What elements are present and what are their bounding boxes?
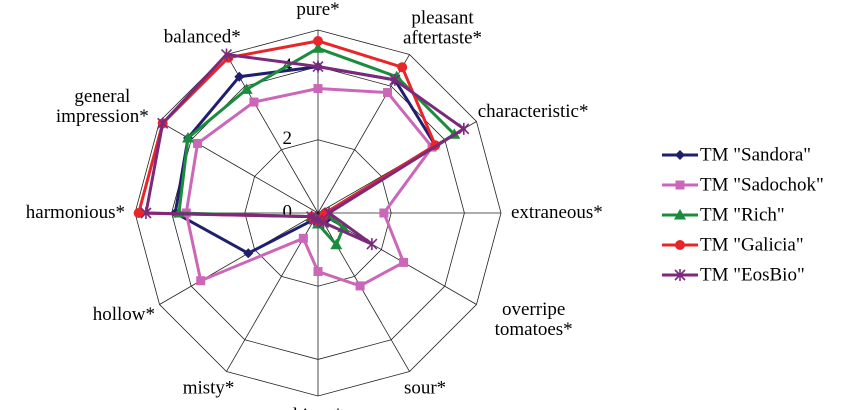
category-label: sour*	[403, 377, 447, 399]
data-point	[240, 83, 253, 94]
category-label: bitter*	[293, 406, 343, 410]
y-tick-label: 0	[283, 201, 293, 222]
category-label: hollow*	[92, 303, 156, 325]
data-point	[675, 180, 685, 190]
data-point	[389, 73, 401, 86]
data-point	[397, 62, 408, 73]
data-point	[379, 208, 389, 218]
data-point	[313, 35, 323, 46]
data-point	[157, 117, 169, 130]
category-label: pure*	[296, 0, 340, 20]
data-point	[399, 257, 409, 267]
axis-spoke	[159, 212, 319, 305]
data-point	[313, 267, 323, 277]
category-label: harmonious*	[25, 202, 125, 223]
data-point	[133, 208, 144, 218]
data-point	[234, 71, 245, 82]
data-point	[330, 238, 343, 250]
legend-label: TM "Sadochok"	[700, 174, 824, 195]
data-point	[366, 238, 378, 251]
data-point	[220, 48, 233, 61]
legend-label: TM "Rich"	[700, 204, 785, 225]
data-point	[674, 209, 686, 220]
y-tick-label: 2	[283, 128, 293, 149]
category-label: characteristic*	[477, 100, 589, 122]
category-label: overripe tomatoes*	[494, 298, 573, 340]
data-point	[458, 122, 470, 135]
series-line	[173, 65, 438, 255]
data-point	[383, 88, 393, 98]
data-point	[323, 207, 335, 219]
data-point	[675, 240, 685, 250]
data-point	[312, 60, 324, 73]
axis-spoke	[226, 54, 319, 214]
legend-label: TM "Galicia"	[700, 234, 804, 255]
category-label: balanced*	[163, 26, 241, 48]
category-label: extraneous*	[511, 202, 603, 223]
data-point	[193, 138, 203, 148]
data-point	[196, 276, 206, 286]
data-point	[243, 248, 254, 259]
data-point	[249, 97, 259, 107]
data-point	[298, 233, 308, 243]
data-point	[312, 42, 324, 53]
data-point	[306, 210, 318, 223]
category-label: misty*	[182, 377, 235, 399]
data-point	[140, 207, 152, 219]
data-point	[313, 84, 323, 94]
series-line	[144, 52, 467, 246]
category-label: general impression*	[55, 85, 149, 127]
legend-label: TM "Sandora"	[700, 144, 811, 165]
legend-label: TM "EosBio"	[700, 264, 805, 285]
data-point	[675, 150, 685, 160]
data-point	[674, 269, 686, 281]
data-point	[355, 281, 365, 291]
series-line	[184, 87, 435, 288]
category-label: pleasant aftertaste*	[402, 7, 483, 49]
data-point	[182, 131, 195, 143]
